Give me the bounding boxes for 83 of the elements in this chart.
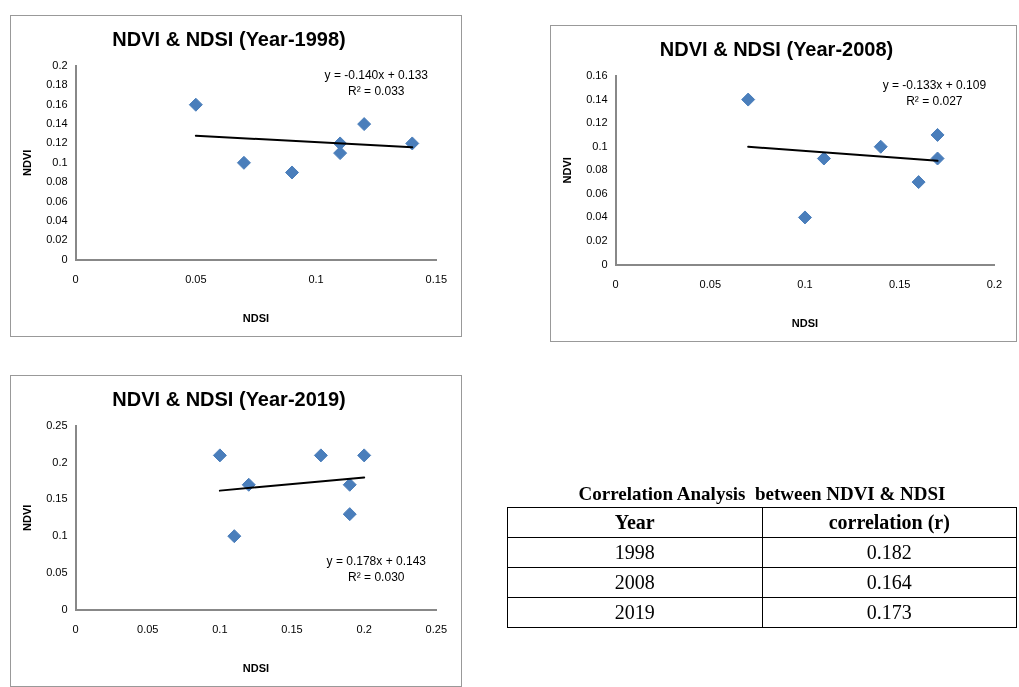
point <box>741 92 756 107</box>
y-tick-label: 0.08 <box>46 175 68 188</box>
y-tick-label: 0.14 <box>586 92 608 105</box>
point <box>188 97 203 112</box>
text: 2019 <box>507 597 762 628</box>
y-tick-label: 0.18 <box>46 78 68 91</box>
y-tick-label: 0 <box>61 252 68 265</box>
annotation: R² = 0.030 <box>348 569 405 584</box>
point <box>236 155 251 170</box>
x-tick-label: 0.1 <box>308 273 324 286</box>
y-tick-label: 0.1 <box>52 155 68 168</box>
text: Correlation Analysis between NDVI & NDSI <box>577 483 947 505</box>
y-tick-label: 0.05 <box>46 565 68 578</box>
point <box>285 165 300 180</box>
text: correlation (r) <box>762 507 1017 538</box>
y-axis-title: NDVI <box>560 157 573 184</box>
y-tick-label: 0.02 <box>586 234 608 247</box>
point <box>797 210 812 225</box>
y-tick-label: 0 <box>601 257 608 270</box>
y-tick-label: 0 <box>61 602 68 615</box>
x-axis-title: NDSI <box>242 662 270 675</box>
x-tick-label: 0.2 <box>356 623 372 636</box>
x-tick-label: 0.15 <box>425 273 448 286</box>
x-tick-label: 0.1 <box>797 278 813 291</box>
x-axis-title: NDSI <box>791 317 819 330</box>
x-tick-label: 0 <box>72 623 79 636</box>
text: 0.164 <box>762 567 1017 598</box>
y-tick-label: 0.06 <box>586 186 608 199</box>
chart-title: NDVI & NDSI (Year-2019) <box>112 387 346 410</box>
text: Year <box>507 507 762 538</box>
point <box>333 146 348 161</box>
point <box>342 507 357 522</box>
x-tick-label: 0 <box>612 278 619 291</box>
x-tick-label: 0.05 <box>137 623 159 636</box>
y-tick-label: 0.12 <box>586 116 608 129</box>
y-tick-label: 0.12 <box>46 136 68 149</box>
annotation: R² = 0.027 <box>906 94 963 109</box>
y-axis-title: NDVI <box>20 504 33 531</box>
annotation: y = -0.133x + 0.109 <box>882 78 987 93</box>
annotation: y = 0.178x + 0.143 <box>326 553 427 568</box>
point <box>212 448 227 463</box>
x-tick-label: 0 <box>72 273 79 286</box>
point <box>313 448 328 463</box>
chart-title: NDVI & NDSI (Year-1998) <box>112 27 346 50</box>
annotation: y = -0.140x + 0.133 <box>324 68 429 83</box>
point <box>227 529 242 544</box>
y-tick-label: 0.02 <box>46 233 68 246</box>
x-tick-label: 0.2 <box>986 278 1002 291</box>
y-tick-label: 0.14 <box>46 117 68 130</box>
point <box>405 136 420 151</box>
x-tick-label: 0.15 <box>888 278 911 291</box>
y-tick-label: 0.25 <box>46 419 68 432</box>
point <box>930 127 945 142</box>
y-tick-label: 0.1 <box>592 139 608 152</box>
text: 1998 <box>507 537 762 568</box>
y-tick-label: 0.16 <box>586 69 608 82</box>
text: 2008 <box>507 567 762 598</box>
text: 0.173 <box>762 597 1017 628</box>
y-tick-label: 0.04 <box>46 213 68 226</box>
point <box>911 175 926 190</box>
point <box>816 151 831 166</box>
annotation: R² = 0.033 <box>348 84 405 99</box>
x-tick-label: 0.05 <box>185 273 207 286</box>
x-tick-label: 0.05 <box>699 278 722 291</box>
x-tick-label: 0.15 <box>281 623 303 636</box>
point <box>873 139 888 154</box>
y-tick-label: 0.04 <box>586 210 608 223</box>
x-tick-label: 0.25 <box>425 623 448 636</box>
chart-title: NDVI & NDSI (Year-2008) <box>659 37 894 60</box>
text: 0.182 <box>762 537 1017 568</box>
y-tick-label: 0.15 <box>46 492 68 505</box>
y-tick-label: 0.16 <box>46 97 68 110</box>
y-tick-label: 0.1 <box>52 529 68 542</box>
y-tick-label: 0.2 <box>52 59 68 72</box>
x-tick-label: 0.1 <box>212 623 228 636</box>
point <box>357 448 372 463</box>
y-tick-label: 0.08 <box>586 163 608 176</box>
y-tick-label: 0.2 <box>52 455 68 468</box>
point <box>342 477 357 492</box>
y-axis-title: NDVI <box>20 149 33 176</box>
x-axis-title: NDSI <box>242 312 270 325</box>
point <box>357 117 372 132</box>
y-tick-label: 0.06 <box>46 194 68 207</box>
